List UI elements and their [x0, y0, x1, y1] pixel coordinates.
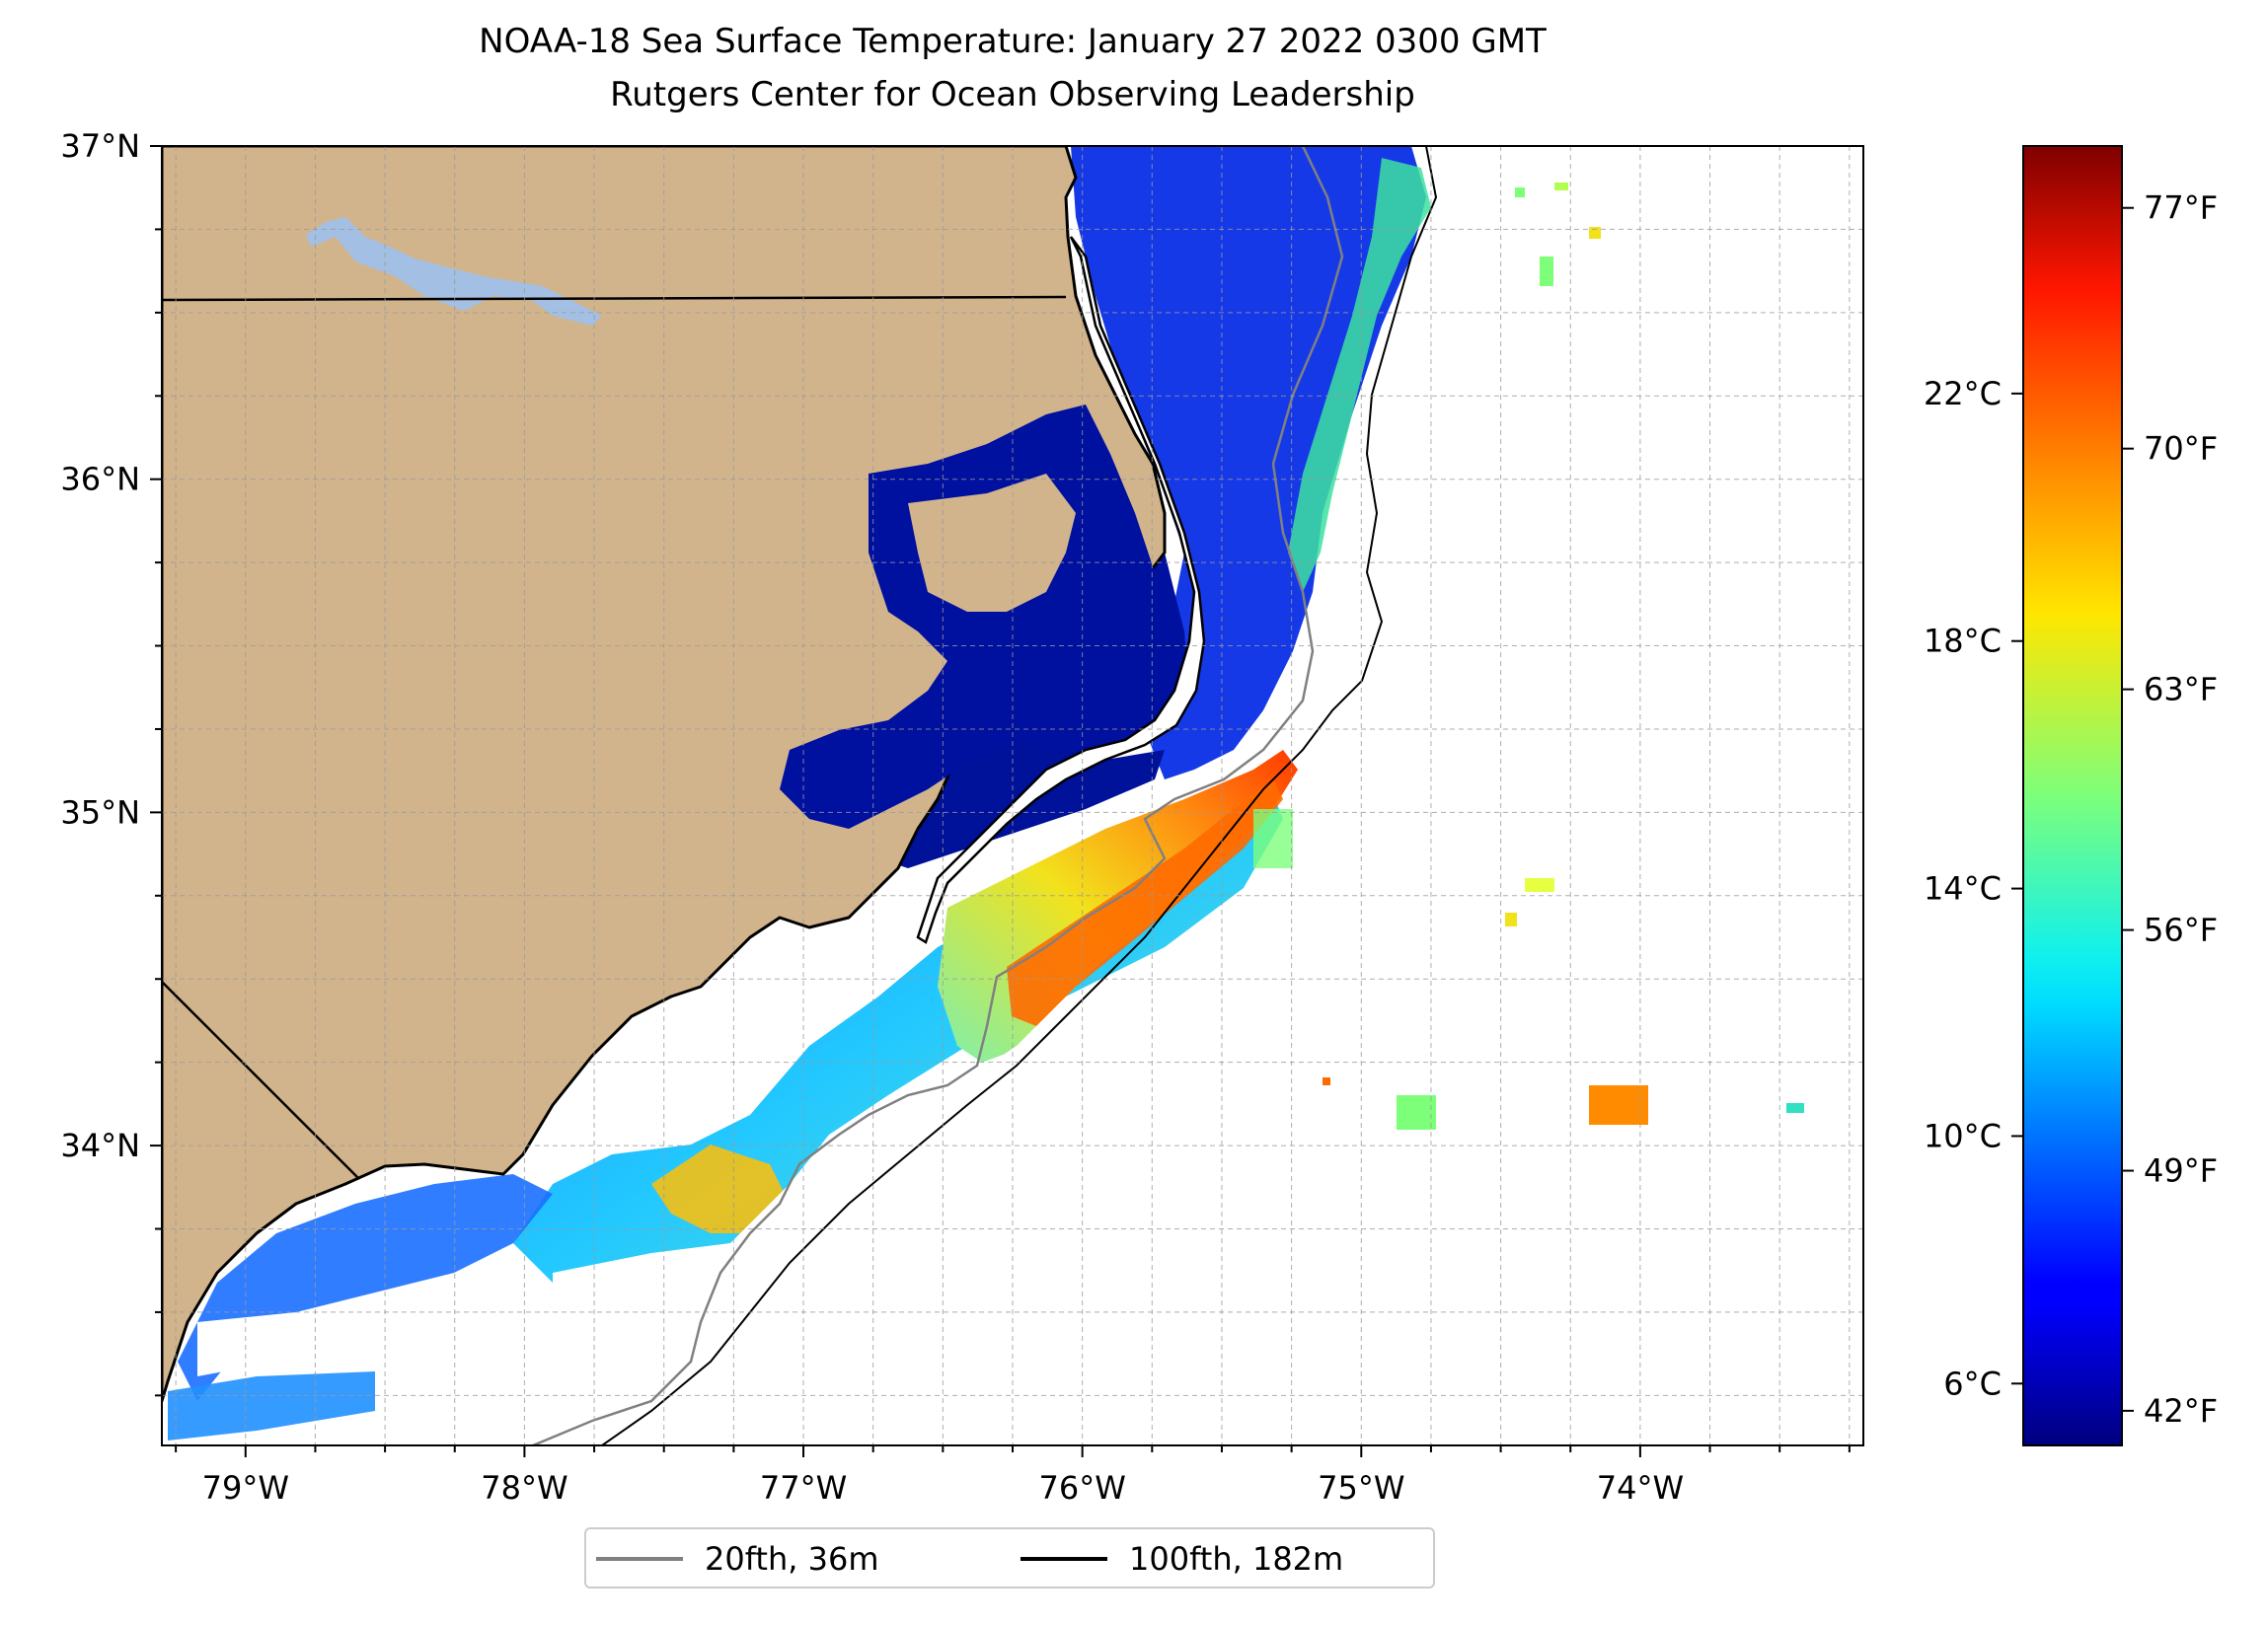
- lon-tick-label: 76°W: [1038, 1469, 1125, 1507]
- fahrenheit-tick-label: 56°F: [2144, 912, 2218, 949]
- lat-tick-label: 34°N: [60, 1127, 140, 1164]
- isobath-legend: 20fth, 36m 100fth, 182m: [584, 1527, 1435, 1589]
- sst-shelf-edge-green: [1288, 158, 1431, 592]
- sst-southwest-strip: [168, 1371, 375, 1441]
- legend-label-20fth: 20fth, 36m: [705, 1540, 879, 1578]
- colorbar: [2022, 145, 2123, 1446]
- celsius-tick-label: 14°C: [1924, 870, 2002, 908]
- sst-sw-white-gap: [197, 1283, 553, 1376]
- latitude-axis: 37°N 36°N 35°N 34°N: [60, 127, 162, 1397]
- lon-tick-label: 78°W: [481, 1469, 567, 1507]
- celsius-tick-label: 10°C: [1924, 1117, 2002, 1154]
- fahrenheit-tick-label: 70°F: [2144, 430, 2218, 468]
- lat-tick-label: 36°N: [60, 461, 140, 498]
- land-barrier-islands: [916, 236, 1206, 944]
- chart-title-line2: Rutgers Center for Ocean Observing Leade…: [610, 75, 1415, 114]
- celsius-tick-label: 18°C: [1924, 623, 2002, 660]
- land-peninsula-inner: [908, 474, 1076, 612]
- sst-southern-warm-patch: [651, 1145, 790, 1233]
- land-mainland: [162, 146, 1167, 1403]
- lat-tick-label: 37°N: [60, 127, 140, 165]
- legend-item-100fth: 100fth, 182m: [1021, 1537, 1343, 1581]
- fahrenheit-tick-label: 49°F: [2144, 1152, 2218, 1190]
- colorbar-celsius-axis: 6°C 10°C 14°C 18°C 22°C: [1924, 375, 2023, 1402]
- lon-tick-label: 74°W: [1597, 1469, 1684, 1507]
- lon-tick-label: 79°W: [202, 1469, 289, 1507]
- fahrenheit-tick-label: 77°F: [2144, 189, 2218, 227]
- colorbar-fahrenheit-axis: 42°F 49°F 56°F 63°F 70°F 77°F: [2122, 189, 2218, 1430]
- lon-tick-label: 75°W: [1318, 1469, 1404, 1507]
- map-gridlines: [162, 146, 1863, 1445]
- sst-offshore-patches: [1253, 183, 1804, 1130]
- chart-title-line1: NOAA-18 Sea Surface Temperature: January…: [479, 22, 1547, 61]
- isobath-100fth: [601, 146, 1438, 1445]
- celsius-tick-label: 22°C: [1924, 375, 2002, 412]
- sst-warm-core: [1007, 779, 1283, 1026]
- border-va-nc: [162, 295, 1067, 302]
- sst-white-gap-south: [553, 1046, 1066, 1362]
- longitude-axis: 79°W 78°W 77°W 76°W 75°W 74°W: [175, 1445, 1851, 1507]
- lat-tick-label: 35°N: [60, 793, 140, 831]
- legend-line-20fth: [596, 1557, 683, 1561]
- legend-line-100fth: [1021, 1557, 1107, 1561]
- map-content: [162, 146, 1863, 1445]
- border-nc-sc: [162, 981, 360, 1180]
- sst-southwest-shelf: [178, 1174, 553, 1401]
- fahrenheit-tick-label: 42°F: [2144, 1392, 2218, 1430]
- fahrenheit-tick-label: 63°F: [2144, 671, 2218, 708]
- legend-item-20fth: 20fth, 36m: [596, 1537, 878, 1581]
- sst-offshore-cold-band: [1071, 146, 1426, 779]
- legend-label-100fth: 100fth, 182m: [1129, 1540, 1344, 1578]
- isobath-20fth: [532, 146, 1344, 1445]
- celsius-tick-label: 6°C: [1943, 1365, 2002, 1402]
- lon-tick-label: 77°W: [760, 1469, 847, 1507]
